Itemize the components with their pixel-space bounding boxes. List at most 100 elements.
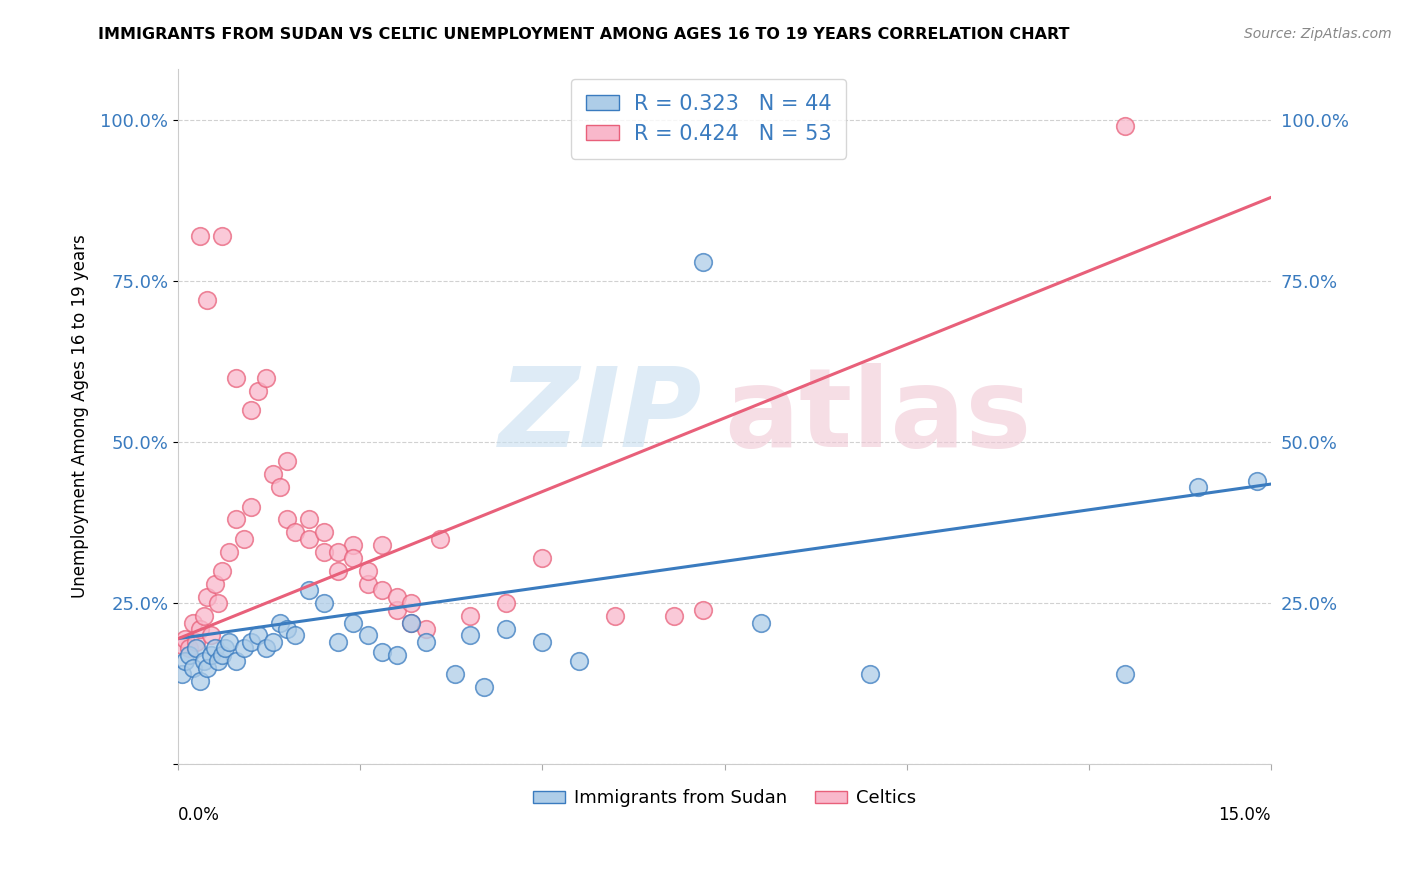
Point <box>1114 120 1136 134</box>
Point <box>204 641 226 656</box>
Point <box>328 544 350 558</box>
Point <box>262 635 284 649</box>
Point <box>193 654 215 668</box>
Point <box>342 538 364 552</box>
Text: Source: ZipAtlas.com: Source: ZipAtlas.com <box>1244 27 1392 41</box>
Point <box>214 641 236 656</box>
Point <box>342 615 364 630</box>
Point <box>225 654 247 668</box>
Point <box>371 583 394 598</box>
Point <box>232 641 254 656</box>
Point <box>254 641 277 656</box>
Point <box>385 590 408 604</box>
Point <box>276 454 298 468</box>
Point <box>1187 480 1209 494</box>
Point <box>232 532 254 546</box>
Point <box>186 635 208 649</box>
Point <box>605 609 627 624</box>
Point <box>312 544 335 558</box>
Point <box>195 590 218 604</box>
Point <box>472 680 495 694</box>
Point <box>662 609 685 624</box>
Point <box>177 648 200 662</box>
Point <box>200 648 222 662</box>
Text: IMMIGRANTS FROM SUDAN VS CELTIC UNEMPLOYMENT AMONG AGES 16 TO 19 YEARS CORRELATI: IMMIGRANTS FROM SUDAN VS CELTIC UNEMPLOY… <box>98 27 1070 42</box>
Point <box>495 596 517 610</box>
Point <box>218 544 240 558</box>
Point <box>276 512 298 526</box>
Point <box>859 667 882 681</box>
Point <box>312 525 335 540</box>
Point <box>204 577 226 591</box>
Point <box>1246 474 1268 488</box>
Point <box>692 602 714 616</box>
Point <box>193 609 215 624</box>
Point <box>284 525 307 540</box>
Point <box>371 538 394 552</box>
Point <box>269 480 291 494</box>
Point <box>247 628 270 642</box>
Point <box>177 641 200 656</box>
Point <box>211 229 233 244</box>
Point <box>276 622 298 636</box>
Point <box>531 635 554 649</box>
Point <box>399 596 422 610</box>
Point <box>225 370 247 384</box>
Point <box>170 638 193 652</box>
Point <box>399 615 422 630</box>
Point <box>239 635 262 649</box>
Point <box>188 673 211 688</box>
Y-axis label: Unemployment Among Ages 16 to 19 years: Unemployment Among Ages 16 to 19 years <box>72 235 89 599</box>
Point <box>385 648 408 662</box>
Point <box>415 622 437 636</box>
Point <box>356 564 378 578</box>
Point <box>415 635 437 649</box>
Point <box>568 654 591 668</box>
Point <box>239 403 262 417</box>
Point <box>207 596 229 610</box>
Point <box>211 648 233 662</box>
Point <box>200 628 222 642</box>
Text: atlas: atlas <box>724 363 1032 470</box>
Point <box>356 577 378 591</box>
Point <box>328 635 350 649</box>
Point <box>692 254 714 268</box>
Text: ZIP: ZIP <box>499 363 703 470</box>
Point <box>254 370 277 384</box>
Point <box>247 384 270 398</box>
Point <box>186 641 208 656</box>
Point <box>195 660 218 674</box>
Point <box>749 615 772 630</box>
Text: 0.0%: 0.0% <box>179 806 219 824</box>
Point <box>284 628 307 642</box>
Point <box>1114 667 1136 681</box>
Point <box>195 293 218 308</box>
Point <box>188 229 211 244</box>
Point <box>211 564 233 578</box>
Point <box>328 564 350 578</box>
Point <box>269 615 291 630</box>
Point <box>458 628 481 642</box>
Point <box>174 654 197 668</box>
Point <box>262 467 284 482</box>
Point <box>174 632 197 646</box>
Legend: Immigrants from Sudan, Celtics: Immigrants from Sudan, Celtics <box>526 782 924 814</box>
Point <box>181 615 204 630</box>
Point <box>207 654 229 668</box>
Point <box>531 551 554 566</box>
Point <box>458 609 481 624</box>
Point <box>429 532 451 546</box>
Point <box>356 628 378 642</box>
Point <box>298 512 321 526</box>
Point <box>342 551 364 566</box>
Point <box>181 660 204 674</box>
Point <box>188 622 211 636</box>
Point <box>298 583 321 598</box>
Point <box>298 532 321 546</box>
Point <box>399 615 422 630</box>
Point <box>444 667 467 681</box>
Point <box>371 644 394 658</box>
Point <box>239 500 262 514</box>
Point <box>385 602 408 616</box>
Point <box>225 512 247 526</box>
